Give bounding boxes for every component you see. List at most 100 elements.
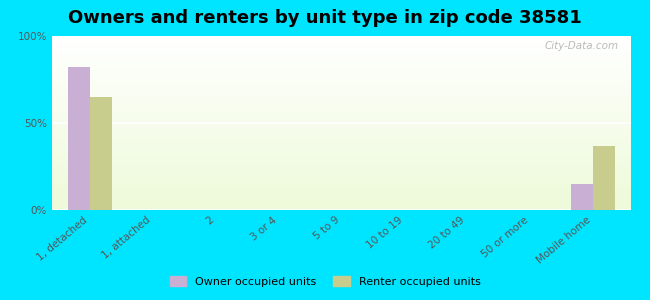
Bar xyxy=(52,67,630,68)
Bar xyxy=(52,43,630,44)
Bar xyxy=(52,134,630,135)
Bar xyxy=(52,60,630,61)
Bar xyxy=(52,135,630,136)
Bar xyxy=(52,64,630,65)
Bar xyxy=(52,171,630,172)
Bar xyxy=(52,159,630,160)
Bar xyxy=(52,97,630,98)
Bar xyxy=(52,132,630,133)
Bar xyxy=(52,123,630,124)
Bar xyxy=(52,54,630,55)
Bar xyxy=(52,58,630,59)
Bar xyxy=(52,70,630,71)
Bar xyxy=(52,59,630,60)
Bar xyxy=(52,145,630,146)
Bar xyxy=(52,114,630,115)
Bar xyxy=(52,160,630,161)
Bar xyxy=(52,85,630,86)
Bar xyxy=(52,102,630,103)
Bar xyxy=(52,55,630,56)
Bar xyxy=(52,73,630,74)
Bar xyxy=(52,92,630,93)
Bar xyxy=(52,193,630,194)
Bar xyxy=(52,194,630,195)
Bar xyxy=(52,199,630,200)
Bar xyxy=(52,78,630,79)
Bar xyxy=(68,67,90,210)
Bar xyxy=(52,104,630,105)
Bar xyxy=(52,124,630,125)
Bar xyxy=(52,48,630,49)
Bar xyxy=(52,103,630,104)
Bar xyxy=(52,192,630,193)
Text: City-Data.com: City-Data.com xyxy=(545,41,619,51)
Bar xyxy=(52,158,630,159)
Bar xyxy=(52,149,630,150)
Bar xyxy=(52,51,630,52)
Bar xyxy=(52,141,630,142)
Bar xyxy=(52,53,630,54)
Bar xyxy=(52,170,630,171)
Bar xyxy=(52,101,630,102)
Bar xyxy=(52,81,630,82)
Bar xyxy=(52,100,630,101)
Bar xyxy=(52,175,630,176)
Bar xyxy=(52,39,630,40)
Bar xyxy=(52,140,630,141)
Bar xyxy=(52,63,630,64)
Bar xyxy=(52,46,630,47)
Bar xyxy=(52,169,630,170)
Bar xyxy=(52,176,630,177)
Bar xyxy=(52,156,630,157)
Bar xyxy=(52,172,630,173)
Bar xyxy=(52,115,630,116)
Bar xyxy=(52,62,630,63)
Bar xyxy=(52,85,630,86)
Bar xyxy=(52,187,630,188)
Bar xyxy=(52,144,630,145)
Bar xyxy=(52,77,630,78)
Bar xyxy=(52,65,630,66)
Bar xyxy=(52,165,630,166)
Bar xyxy=(52,99,630,100)
Bar xyxy=(52,137,630,138)
Bar xyxy=(52,110,630,111)
Bar xyxy=(52,36,630,37)
Bar xyxy=(52,191,630,192)
Bar xyxy=(52,184,630,185)
Bar xyxy=(52,88,630,89)
Bar xyxy=(52,173,630,174)
Bar xyxy=(52,203,630,204)
Bar xyxy=(52,189,630,190)
Bar xyxy=(52,174,630,175)
Bar xyxy=(52,125,630,126)
Bar xyxy=(52,68,630,69)
Bar xyxy=(52,142,630,143)
Bar xyxy=(52,95,630,96)
Bar xyxy=(52,86,630,87)
Bar xyxy=(52,127,630,128)
Bar xyxy=(52,201,630,202)
Bar xyxy=(52,130,630,131)
Bar xyxy=(52,205,630,206)
Bar xyxy=(52,161,630,162)
Bar xyxy=(52,197,630,198)
Bar xyxy=(52,146,630,147)
Bar xyxy=(52,180,630,181)
Bar xyxy=(52,105,630,106)
Bar xyxy=(52,90,630,91)
Bar xyxy=(52,160,630,161)
Bar xyxy=(52,148,630,149)
Bar xyxy=(52,84,630,85)
Bar xyxy=(52,111,630,112)
Bar xyxy=(52,91,630,92)
Bar xyxy=(52,157,630,158)
Bar xyxy=(52,37,630,38)
Bar xyxy=(52,38,630,39)
Bar xyxy=(52,83,630,84)
Bar xyxy=(52,87,630,88)
Bar xyxy=(52,207,630,208)
Bar xyxy=(52,152,630,153)
Bar xyxy=(52,166,630,167)
Bar xyxy=(52,61,630,62)
